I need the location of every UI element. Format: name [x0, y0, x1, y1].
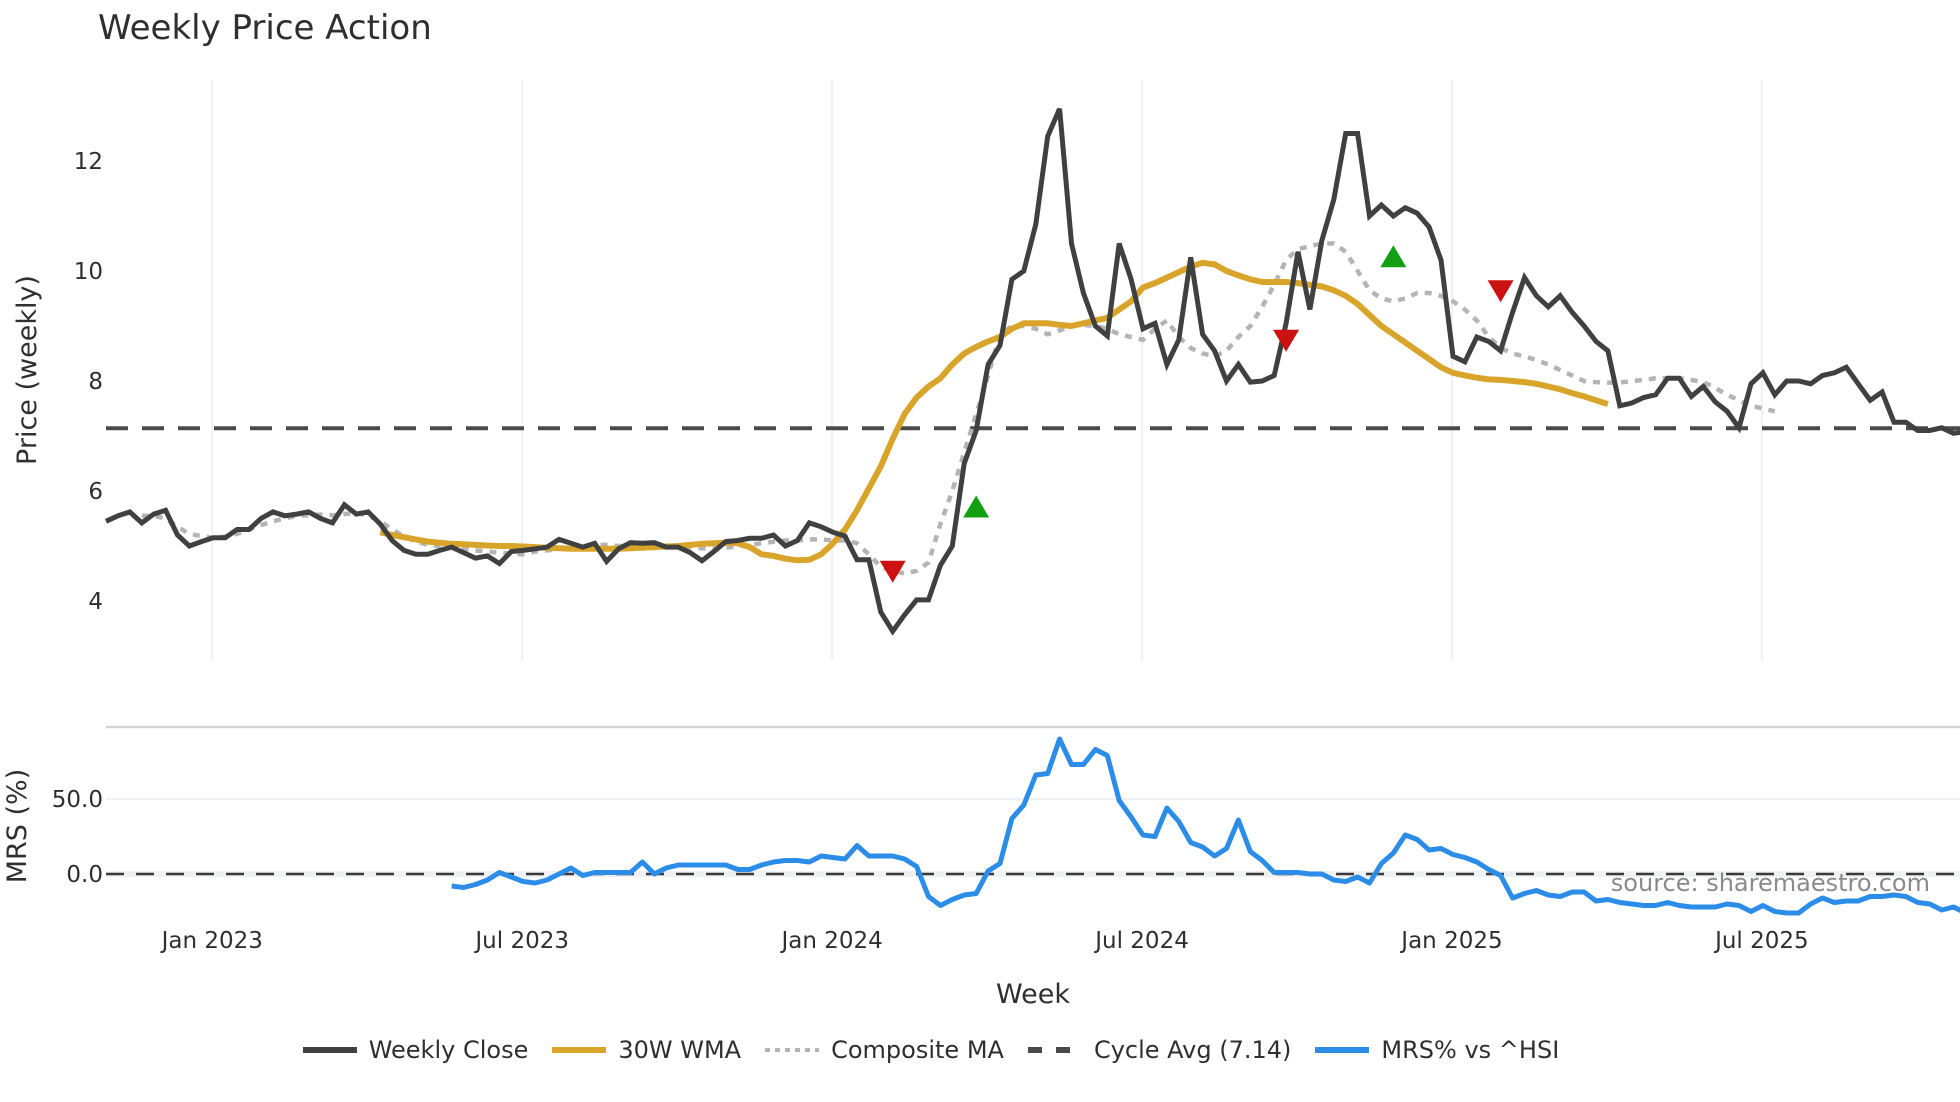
- sell-signal-marker-icon: [1487, 280, 1514, 303]
- x-ticks: Jan 2023 Jul 2023 Jan 2024 Jul 2024 Jan 2025…: [160, 928, 1809, 954]
- legend-swatch-icon: [1315, 1047, 1370, 1053]
- price-y-tick-label: 10: [74, 259, 103, 285]
- legend-item-weekly-close[interactable]: Weekly Close: [301, 1036, 529, 1064]
- x-tick-label: Jul 2024: [1093, 928, 1189, 954]
- chart-title: Weekly Price Action: [98, 8, 432, 48]
- x-tick-label: Jan 2025: [1399, 928, 1502, 954]
- legend-label: Weekly Close: [368, 1036, 529, 1064]
- legend-swatch-icon: [765, 1048, 820, 1052]
- legend-item-cycle-avg[interactable]: Cycle Avg (7.14): [1026, 1036, 1291, 1064]
- sell-signal-marker-icon: [1273, 329, 1300, 352]
- legend-swatch-icon: [1027, 1047, 1082, 1053]
- legend-label: Cycle Avg (7.14): [1093, 1036, 1292, 1064]
- legend-swatch-icon: [302, 1047, 357, 1053]
- x-axis-label: Week: [996, 979, 1070, 1010]
- legend-item-mrs[interactable]: MRS% vs ^HSI: [1313, 1036, 1559, 1064]
- vertical-gridlines: [211, 80, 1763, 660]
- price-y-tick-label: 8: [88, 369, 103, 395]
- x-tick-label: Jul 2023: [473, 928, 569, 954]
- legend-label: MRS% vs ^HSI: [1381, 1036, 1560, 1064]
- price-y-axis-label: Price (weekly): [12, 275, 43, 465]
- price-y-tick-label: 6: [88, 479, 103, 505]
- composite-ma-line: [141, 241, 1776, 576]
- price-y-ticks: 4 6 8 10 12: [74, 149, 103, 615]
- mrs-line: [451, 736, 1960, 916]
- legend-item-composite-ma[interactable]: Composite MA: [763, 1036, 1004, 1064]
- buy-signal-marker-icon: [1380, 245, 1407, 268]
- sell-signal-marker-icon: [879, 560, 906, 583]
- buy-signal-marker-icon: [963, 495, 990, 518]
- signal-markers: [879, 245, 1514, 583]
- x-tick-label: Jan 2023: [160, 928, 263, 954]
- mrs-y-ticks: 0.0 50.0: [52, 787, 103, 888]
- price-y-tick-label: 12: [74, 149, 103, 175]
- legend-item-wma30[interactable]: 30W WMA: [550, 1036, 741, 1064]
- mrs-y-axis-label: MRS (%): [2, 769, 33, 884]
- weekly-close-line: [104, 107, 1960, 636]
- legend-label: Composite MA: [831, 1036, 1004, 1064]
- source-note: source: sharemaestro.com: [1611, 869, 1930, 897]
- mrs-y-tick-label: 0.0: [66, 862, 103, 888]
- wma30-line: [379, 259, 1609, 564]
- legend: Weekly Close 30W WMA Composite MA Cycle Avg…: [0, 1036, 1910, 1064]
- legend-swatch-icon: [552, 1047, 607, 1053]
- x-tick-label: Jul 2025: [1713, 928, 1809, 954]
- legend-label: 30W WMA: [618, 1036, 742, 1064]
- price-y-tick-label: 4: [88, 589, 103, 615]
- mrs-y-tick-label: 50.0: [52, 787, 103, 813]
- x-tick-label: Jan 2024: [779, 928, 882, 954]
